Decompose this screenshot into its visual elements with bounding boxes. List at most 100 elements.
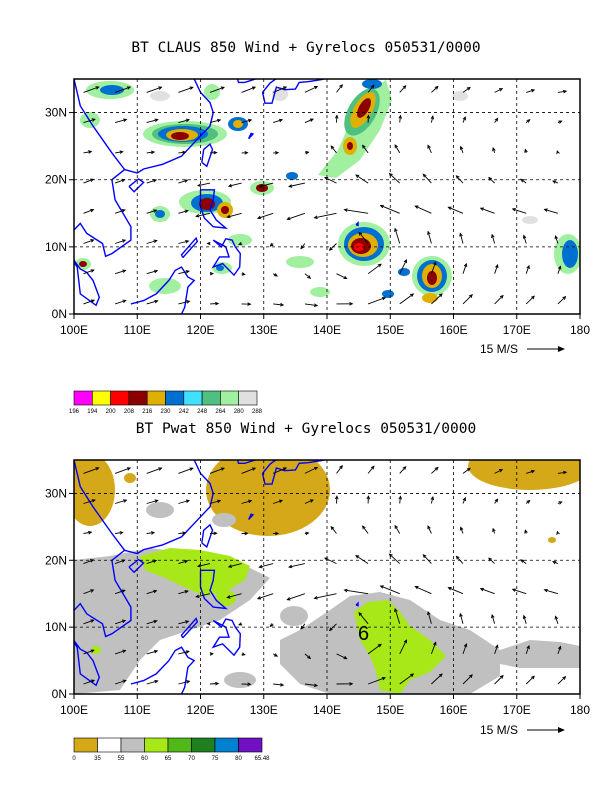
coastline-segment: [130, 266, 196, 314]
wind-vector: [196, 563, 211, 568]
wind-vector: [83, 649, 95, 655]
wind-vector: [83, 299, 96, 305]
wind-vector: [511, 207, 527, 214]
wind-vector: [83, 589, 95, 595]
wind-vector: [422, 173, 432, 184]
wind-vector: [355, 555, 369, 564]
wind-vector: [146, 589, 158, 595]
x-tick-label: 110E: [124, 323, 151, 337]
wind-vector: [146, 118, 159, 124]
cloud-cluster-east: [382, 256, 452, 303]
wind-vector: [557, 265, 562, 274]
wind-vector: [115, 150, 124, 154]
wind-vector: [83, 86, 100, 93]
panel1-vector-key-arrowhead: [558, 346, 565, 352]
wind-vector: [178, 650, 190, 655]
wind-vector: [241, 682, 252, 687]
coastline-segment: [261, 79, 328, 104]
wind-vector: [273, 531, 280, 536]
wind-vector: [273, 499, 284, 504]
wind-vector: [324, 177, 337, 184]
wind-vector: [272, 653, 278, 657]
wind-vector: [328, 243, 337, 251]
wind-vector: [414, 586, 432, 595]
wind-vector: [491, 614, 496, 624]
wind-vector: [525, 119, 531, 123]
wind-vector: [209, 467, 225, 474]
cloud-cluster-disturbance: [338, 222, 390, 266]
wind-vector: [286, 593, 306, 601]
panel2-axes: 100E 110E 120E 130E 140E 150E 160E 170E 180 0N 10N…: [45, 486, 590, 717]
wind-vector: [146, 619, 158, 625]
wind-vector: [241, 150, 249, 155]
wind-vector: [209, 681, 220, 686]
y-tick-label: 20N: [45, 173, 67, 187]
wind-vector: [269, 623, 274, 627]
wind-vector: [83, 619, 95, 625]
coastline-segment: [130, 646, 196, 694]
y-tick-label: 10N: [45, 620, 67, 634]
cloud-cluster-philippines: [150, 172, 298, 274]
wind-vector: [494, 88, 504, 93]
wind-vector: [427, 525, 432, 534]
wind-vector: [557, 645, 562, 655]
coastline-segment: [247, 132, 255, 140]
colorbar-swatch: [128, 390, 148, 406]
wind-vector: [367, 676, 387, 685]
coastline-segment: [124, 460, 214, 555]
wind-vector: [462, 294, 473, 305]
wind-vector: [399, 466, 407, 474]
wind-vector: [367, 465, 375, 474]
colorbar-label: 242: [179, 409, 190, 415]
wind-vector: [227, 563, 242, 568]
wind-vector: [525, 675, 535, 685]
wind-vector: [379, 585, 400, 595]
wind-vector: [543, 208, 559, 214]
wind-vector: [256, 212, 274, 220]
coastline-segment: [124, 79, 214, 174]
wind-vector: [238, 622, 243, 626]
x-tick-label: 130E: [250, 703, 278, 717]
wind-vector: [525, 644, 530, 655]
colorbar-swatch: [120, 737, 145, 753]
coastline-segment: [128, 558, 145, 574]
wind-vector: [494, 498, 499, 504]
wind-vector: [554, 235, 559, 244]
wind-vector: [488, 557, 495, 564]
wind-vector: [552, 560, 559, 565]
wind-vector: [114, 269, 127, 275]
wind-vector: [431, 85, 439, 93]
wind-vector: [427, 230, 432, 244]
wind-vector: [256, 593, 274, 600]
wind-vector: [459, 612, 464, 624]
panel1-coastline: [74, 79, 359, 314]
wind-vector: [114, 589, 126, 595]
wind-vector: [178, 86, 194, 93]
colorbar-label: 216: [142, 409, 153, 415]
wind-vector: [394, 227, 401, 244]
wind-vector: [431, 293, 443, 305]
wind-vector: [83, 467, 100, 474]
wind-vector: [273, 683, 285, 687]
y-tick-label: 10N: [45, 240, 67, 254]
wind-vector: [304, 653, 312, 660]
wind-vector: [430, 261, 437, 274]
x-tick-label: 180: [570, 703, 590, 717]
wind-vector: [366, 495, 371, 504]
coastline-segment: [211, 618, 242, 657]
wind-vector: [114, 619, 127, 625]
panel1-title: BT CLAUS 850 Wind + Gyrelocs 050531/0000: [131, 40, 481, 56]
wind-vector: [114, 118, 128, 124]
pwat-very-moist-areas: [91, 548, 446, 694]
wind-vector: [552, 180, 559, 184]
wind-vector: [343, 588, 369, 595]
wind-vector: [269, 242, 274, 247]
wind-vector: [83, 118, 96, 124]
wind-vector: [358, 612, 369, 625]
wind-vector: [455, 555, 464, 564]
wind-vector: [241, 118, 253, 124]
wind-vector: [178, 118, 190, 124]
x-tick-label: 180: [570, 323, 590, 337]
colorbar-label: 264: [215, 409, 226, 415]
wind-vector: [178, 209, 189, 214]
